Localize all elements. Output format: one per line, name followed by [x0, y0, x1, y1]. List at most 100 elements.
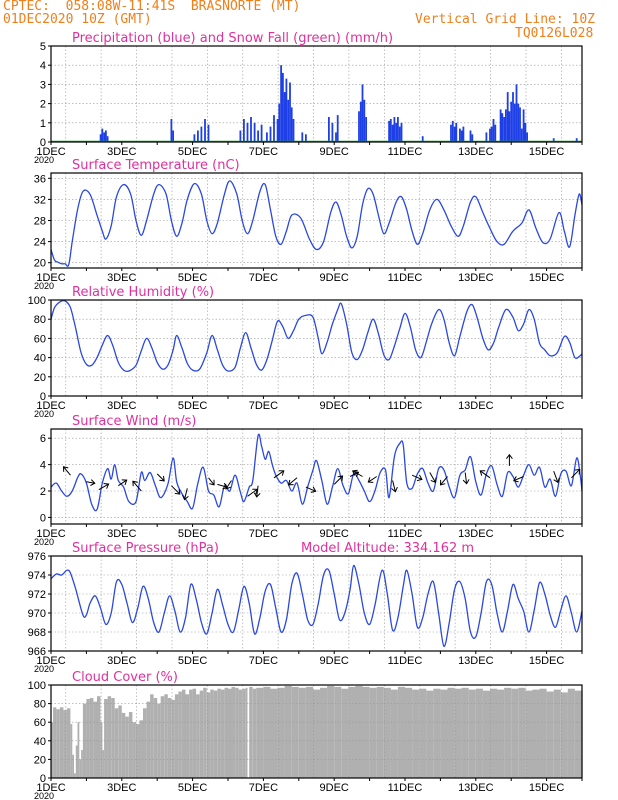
precip-bar	[280, 65, 282, 142]
precip-bar	[517, 103, 520, 142]
y-tick-label: 966	[28, 646, 46, 658]
panel-pressure: 966 968 970 972 974 976 1DEC 3DEC 5DEC 7DEC 9DEC 11…	[28, 541, 583, 674]
cloud-bar	[118, 705, 122, 778]
x-tick-label: 13DEC	[458, 272, 494, 284]
cloud-bar	[245, 687, 248, 778]
precip-bar	[451, 120, 454, 142]
x-tick-label: 5DEC	[178, 146, 207, 158]
panel-title: Surface Temperature (nC)	[72, 158, 240, 173]
x-tick-label: 13DEC	[458, 400, 494, 412]
cloud-bar	[277, 687, 285, 778]
precip-bar	[200, 126, 203, 142]
y-tick-label: 4	[40, 60, 46, 72]
y-tick-label: 100	[28, 680, 46, 692]
wind-arrow-head	[62, 466, 69, 472]
wind-arrow-head	[90, 479, 96, 486]
cloud-bar	[132, 722, 136, 778]
cloud-bar	[376, 686, 384, 778]
precip-bar	[524, 122, 527, 142]
precip-bar	[292, 119, 295, 142]
cloud-bar	[369, 687, 377, 778]
precip-bar	[494, 124, 497, 142]
wind-arrow	[305, 486, 316, 492]
precip-bar	[499, 109, 502, 142]
cloud-bar	[482, 690, 490, 778]
y-tick-label: 80	[34, 314, 46, 326]
wind-arrow-head	[225, 483, 231, 490]
x-tick-label: 5DEC	[178, 782, 207, 794]
wind-arrow-head	[103, 483, 110, 489]
precip-bar	[197, 130, 199, 142]
cloud-bar	[167, 698, 172, 778]
precip-bar	[243, 119, 245, 142]
cloud-bar	[56, 709, 60, 778]
cloud-bar	[397, 686, 405, 778]
cloud-bar	[419, 688, 427, 778]
precip-bar	[358, 111, 360, 142]
y-tick-label: 20	[34, 372, 46, 384]
wind-arrow-head	[121, 479, 128, 486]
cloud-bar	[185, 694, 189, 778]
wind-arrow	[411, 474, 423, 480]
cloud-bar	[454, 688, 462, 778]
x-tick-label: 11DEC	[388, 528, 423, 540]
grid-line-info: Vertical Grid Line: 10Z	[415, 12, 596, 27]
year-label: 2020	[34, 409, 54, 419]
precip-bar	[389, 119, 392, 142]
y-tick-label: 970	[28, 608, 46, 620]
cloud-bar	[104, 699, 108, 778]
station-info: CPTEC: 058:08W-11:41S BRASNORTE (MT)	[3, 0, 301, 14]
precip-bar	[282, 72, 284, 142]
wind-arrow-head	[391, 486, 398, 493]
panel-frame	[50, 555, 583, 652]
precip-bar	[253, 122, 256, 142]
x-tick-label: 3DEC	[107, 782, 136, 794]
precip-bar	[393, 117, 396, 142]
y-tick-label: 972	[28, 589, 46, 601]
wind-arrow	[208, 477, 215, 486]
x-tick-label: 11DEC	[388, 400, 423, 412]
precip-bar	[363, 99, 366, 142]
series-line-humidity	[50, 299, 583, 373]
year-label: 2020	[34, 537, 54, 547]
cloud-bar	[182, 689, 186, 778]
cloud-bar	[468, 689, 476, 778]
x-tick-label: 9DEC	[320, 272, 349, 284]
cloud-bar	[213, 690, 218, 778]
y-tick-label: 20	[34, 754, 46, 766]
cloud-bar	[249, 686, 253, 778]
precip-bar	[397, 117, 399, 142]
cloud-bar	[199, 690, 204, 778]
wind-arrow-head	[416, 474, 423, 482]
panel-title: Relative Humidity (%)	[72, 285, 214, 300]
panel-frame	[50, 172, 583, 269]
y-tick-label: 974	[28, 570, 46, 582]
cloud-bar	[224, 687, 228, 778]
x-tick-label: 3DEC	[107, 146, 136, 158]
y-tick-label: 32	[34, 194, 46, 206]
precip-bar	[239, 130, 242, 142]
precip-bar	[193, 134, 196, 142]
y-tick-label: 28	[34, 216, 46, 228]
y-tick-label: 24	[34, 237, 46, 249]
cloud-bar	[203, 687, 207, 778]
panel-humidity: 0 20 40 60 80 100 1DEC 3DEC 5DEC 7DEC 9DEC 11DEC 13D…	[28, 285, 583, 419]
x-tick-label: 3DEC	[107, 272, 136, 284]
wind-arrow	[440, 476, 448, 486]
wind-arrow-head	[174, 489, 181, 495]
x-tick-label: 13DEC	[458, 528, 494, 540]
cloud-bar	[66, 708, 71, 779]
precip-bar	[273, 115, 275, 142]
cloud-bar	[136, 724, 140, 778]
x-tick-label: 7DEC	[249, 400, 278, 412]
cloud-bar	[79, 759, 82, 778]
x-tick-label: 7DEC	[249, 655, 278, 667]
precip-bar	[460, 130, 463, 142]
panel-temperature: 20 24 28 32 36 1DEC 3DEC 5DEC 7DEC 9DEC 11DEC 13DEC…	[34, 158, 583, 291]
cloud-bar	[89, 698, 94, 778]
cloud-bar	[178, 691, 182, 778]
y-tick-label: 60	[34, 717, 46, 729]
precip-bar	[471, 134, 474, 142]
wind-arrow	[171, 485, 181, 495]
wind-arrow	[184, 488, 188, 500]
